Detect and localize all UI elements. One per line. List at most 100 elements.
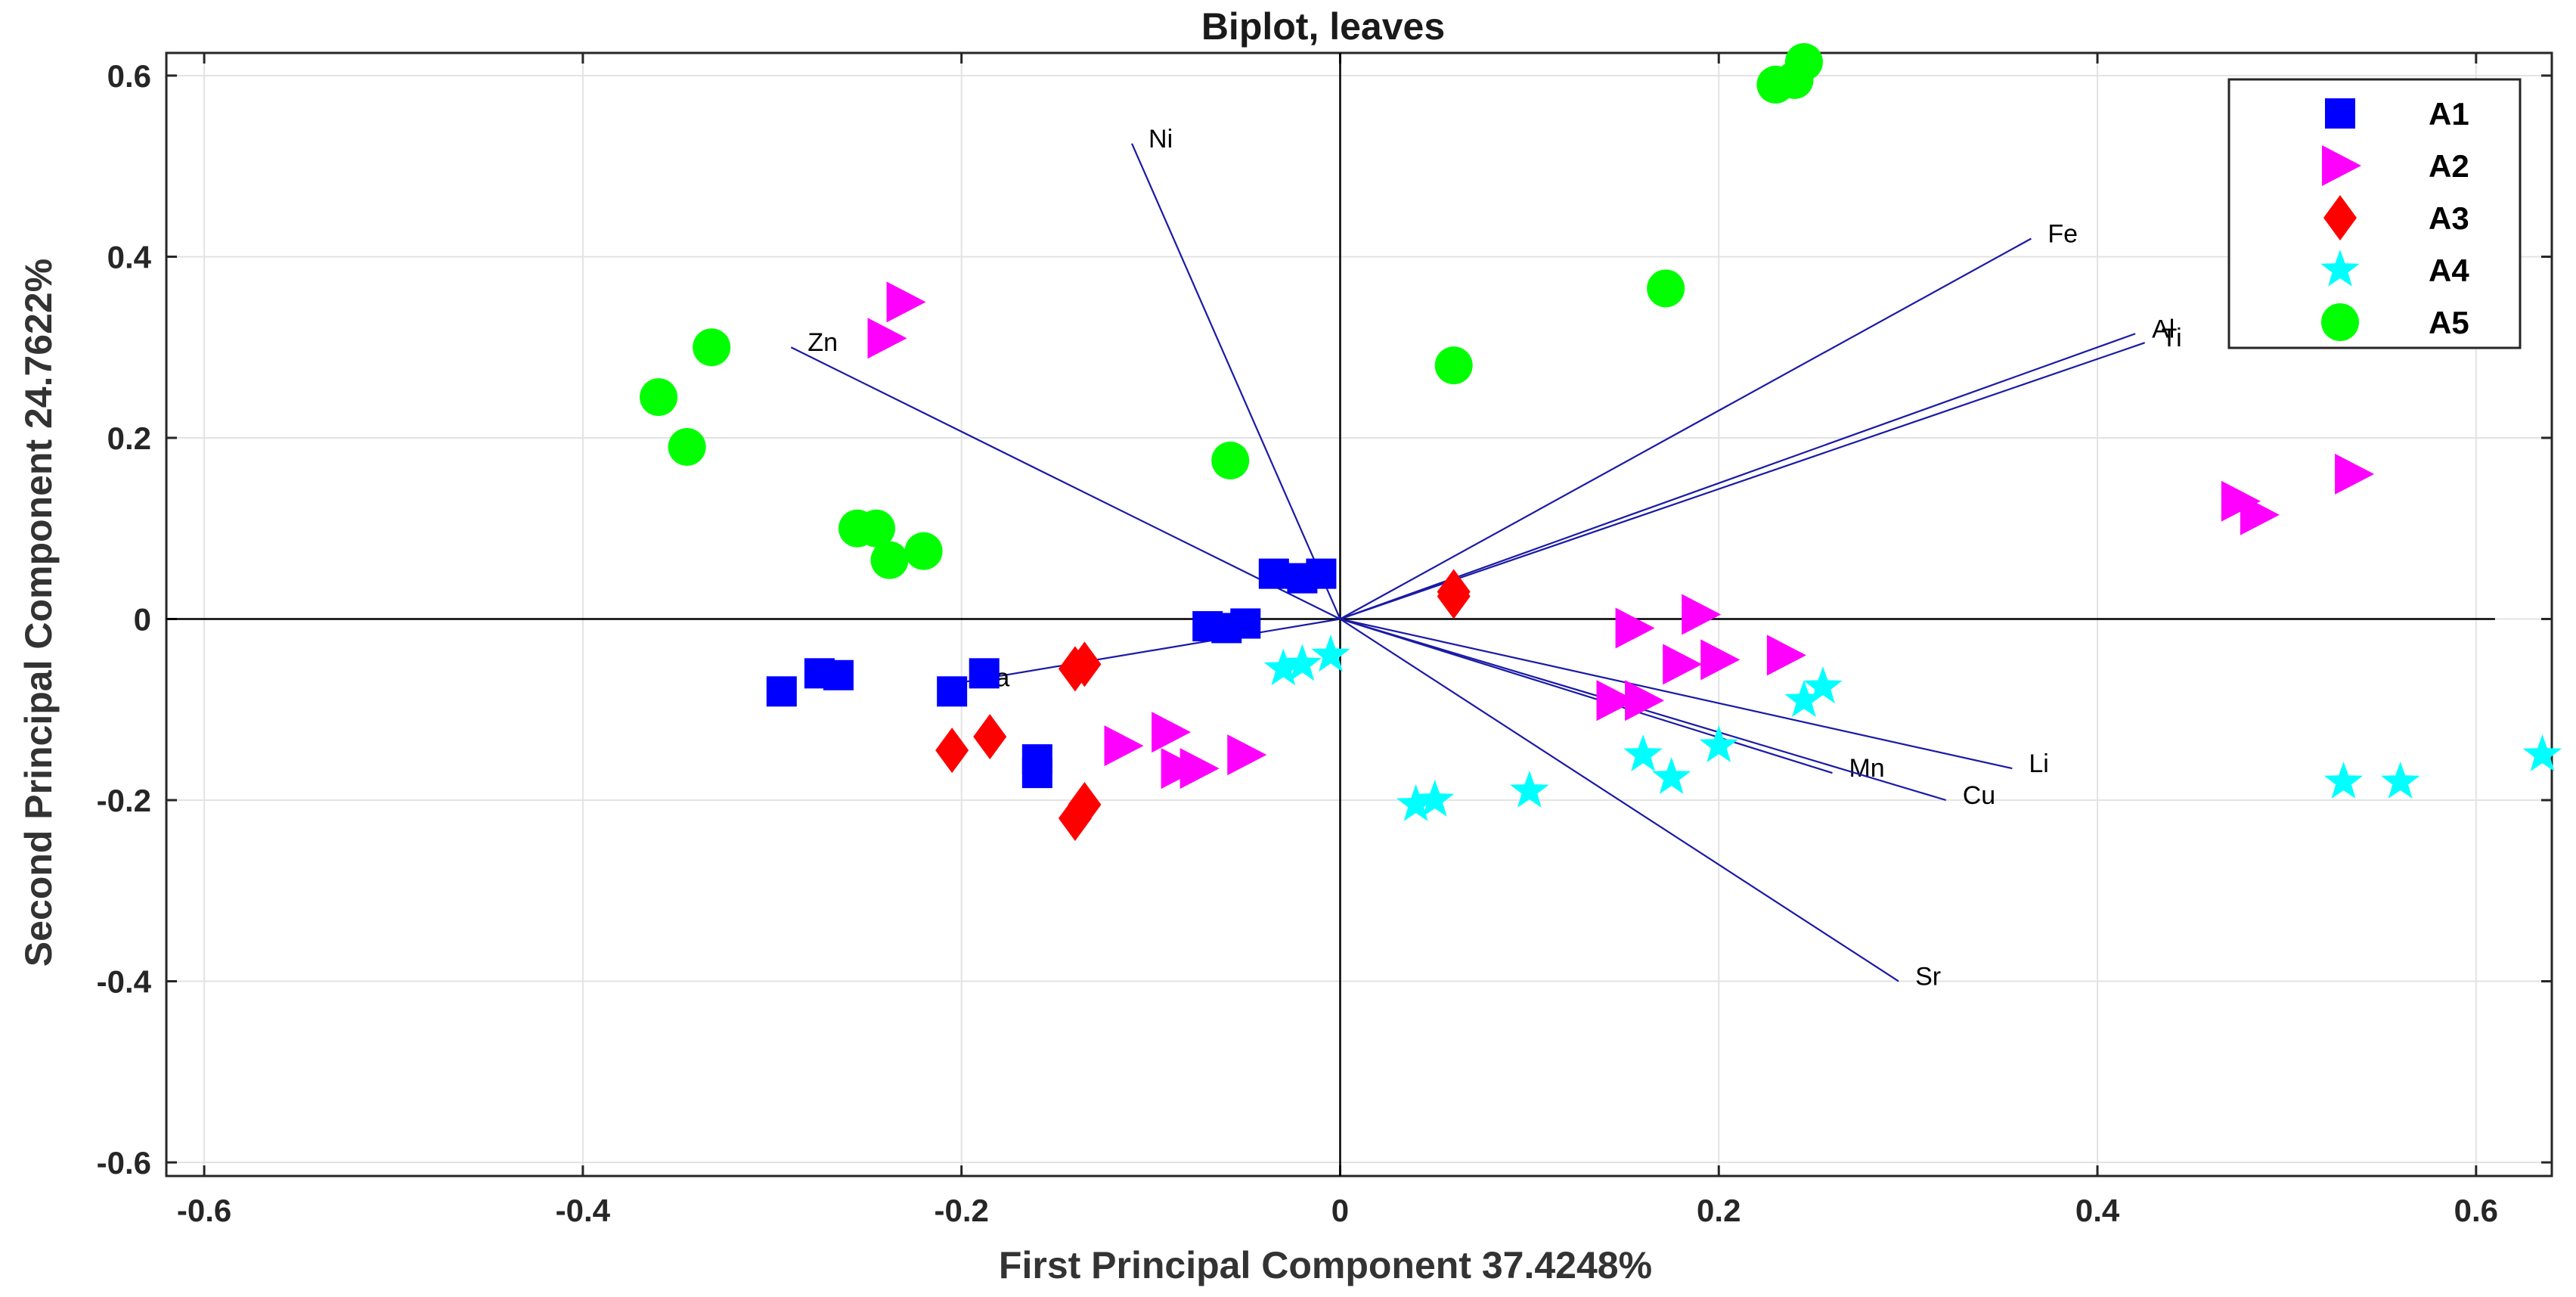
y-tick-label: -0.6 <box>97 1145 151 1181</box>
vector-line-ti <box>1340 342 2146 620</box>
point-a1 <box>969 658 1000 689</box>
point-a5 <box>640 378 678 417</box>
legend-box <box>2227 78 2522 349</box>
point-a4 <box>1699 725 1738 762</box>
y-tick-label: -0.4 <box>97 964 152 1000</box>
point-a2 <box>1663 644 1703 685</box>
vector-line-li <box>1340 618 2013 770</box>
point-a4 <box>2381 762 2420 799</box>
point-a5 <box>668 427 706 466</box>
point-a4 <box>1623 734 1663 771</box>
point-a2 <box>886 281 926 323</box>
vector-line-sr <box>1339 618 1899 982</box>
legend-label-a2: A2 <box>2429 148 2469 184</box>
point-a2 <box>2240 494 2280 535</box>
vector-label-li: Li <box>2029 749 2048 778</box>
axes <box>166 53 2495 1176</box>
point-a2 <box>1766 635 1806 676</box>
point-a5 <box>1434 346 1473 385</box>
legend-label-a5: A5 <box>2429 305 2469 340</box>
point-a3 <box>1437 573 1471 619</box>
legend-marker-a1 <box>2325 98 2355 129</box>
tick-labels: -0.6 -0.4 -0.2 0 0.2 0.4 0.6 -0.6 -0.4 -0.2 0 0.2 0.… <box>97 58 2498 1228</box>
point-a1 <box>937 676 968 707</box>
point-a4 <box>1784 680 1824 718</box>
series-a3 <box>935 569 1471 841</box>
series-a2 <box>867 281 2375 790</box>
vector-line-ni <box>1131 143 1341 619</box>
point-a4 <box>1311 635 1350 672</box>
point-a2 <box>1152 712 1192 753</box>
legend-label-a4: A4 <box>2429 253 2469 288</box>
x-tick-label: 0 <box>1331 1193 1349 1228</box>
vector-label-sr: Sr <box>1915 963 1941 991</box>
point-a4 <box>1510 771 1549 808</box>
point-a2 <box>1700 639 1741 681</box>
vector-line-zn <box>790 346 1341 620</box>
point-a4 <box>2323 762 2364 799</box>
point-a5 <box>1784 42 1823 81</box>
legend-marker-a2 <box>2322 145 2361 186</box>
vector-line-ba <box>961 618 1341 684</box>
vector-label-ni: Ni <box>1149 125 1173 154</box>
legend-marker-a5 <box>2321 303 2359 341</box>
point-a1 <box>1258 558 1289 589</box>
vector-label-mn: Mn <box>1849 754 1884 783</box>
series-a1 <box>766 558 1337 789</box>
vector-line-fe <box>1339 237 2032 620</box>
vector-label-ti: Ti <box>2162 324 2182 352</box>
plot-frame <box>165 51 2553 1178</box>
x-tick-label: 0.2 <box>1697 1193 1741 1228</box>
point-a4 <box>1396 784 1436 821</box>
x-tick-label: -0.2 <box>934 1193 988 1228</box>
point-a5 <box>1211 441 1250 479</box>
vector-label-cu: Cu <box>1963 781 1995 810</box>
series-a5 <box>640 42 1823 579</box>
vector-label-al: Al <box>2152 315 2175 343</box>
legend: A1 A2 A3 A4 A5 <box>2227 78 2522 349</box>
point-a5 <box>693 328 731 367</box>
loading-vectors: NiZnFeAlTiBaLiMnCuSr <box>790 125 2182 991</box>
legend-marker-a4 <box>2320 250 2360 287</box>
chart-title: Biplot, leaves <box>1201 5 1445 48</box>
x-tick-label: 0.6 <box>2454 1193 2498 1228</box>
point-a2 <box>2335 453 2375 495</box>
y-tick-label: 0 <box>134 601 151 637</box>
vector-label-fe: Fe <box>2047 220 2078 249</box>
point-a2 <box>1227 734 1267 776</box>
point-a2 <box>1180 748 1220 790</box>
point-a1 <box>1021 758 1052 789</box>
point-a3 <box>935 728 969 774</box>
legend-label-a3: A3 <box>2429 200 2469 236</box>
data-points <box>640 42 2562 841</box>
vector-line-al <box>1340 333 2136 620</box>
legend-label-a1: A1 <box>2429 96 2469 132</box>
point-a4 <box>2522 734 2562 771</box>
point-a2 <box>1596 680 1636 721</box>
point-a4 <box>1415 780 1455 817</box>
point-a5 <box>857 509 895 548</box>
y-tick-label: -0.2 <box>97 783 151 818</box>
point-a4 <box>1652 757 1691 794</box>
vector-line-mn <box>1340 618 1833 774</box>
point-a1 <box>766 676 797 707</box>
point-a4 <box>1282 644 1322 681</box>
point-a5 <box>904 532 943 570</box>
point-a1 <box>823 659 854 690</box>
y-axis-label: Second Principal Component 24.7622% <box>17 259 60 967</box>
point-a3 <box>1068 781 1102 827</box>
point-a2 <box>1682 594 1722 635</box>
point-a5 <box>870 541 909 579</box>
y-tick-label: 0.2 <box>107 420 151 456</box>
x-tick-label: -0.6 <box>177 1193 231 1228</box>
point-a3 <box>973 714 1007 760</box>
point-a4 <box>1263 648 1303 686</box>
y-tick-label: 0.6 <box>107 58 151 94</box>
point-a1 <box>1306 558 1337 589</box>
point-a2 <box>1104 725 1144 767</box>
vector-label-zn: Zn <box>808 328 838 357</box>
x-tick-label: 0.4 <box>2075 1193 2120 1228</box>
series-a4 <box>1263 635 2562 821</box>
